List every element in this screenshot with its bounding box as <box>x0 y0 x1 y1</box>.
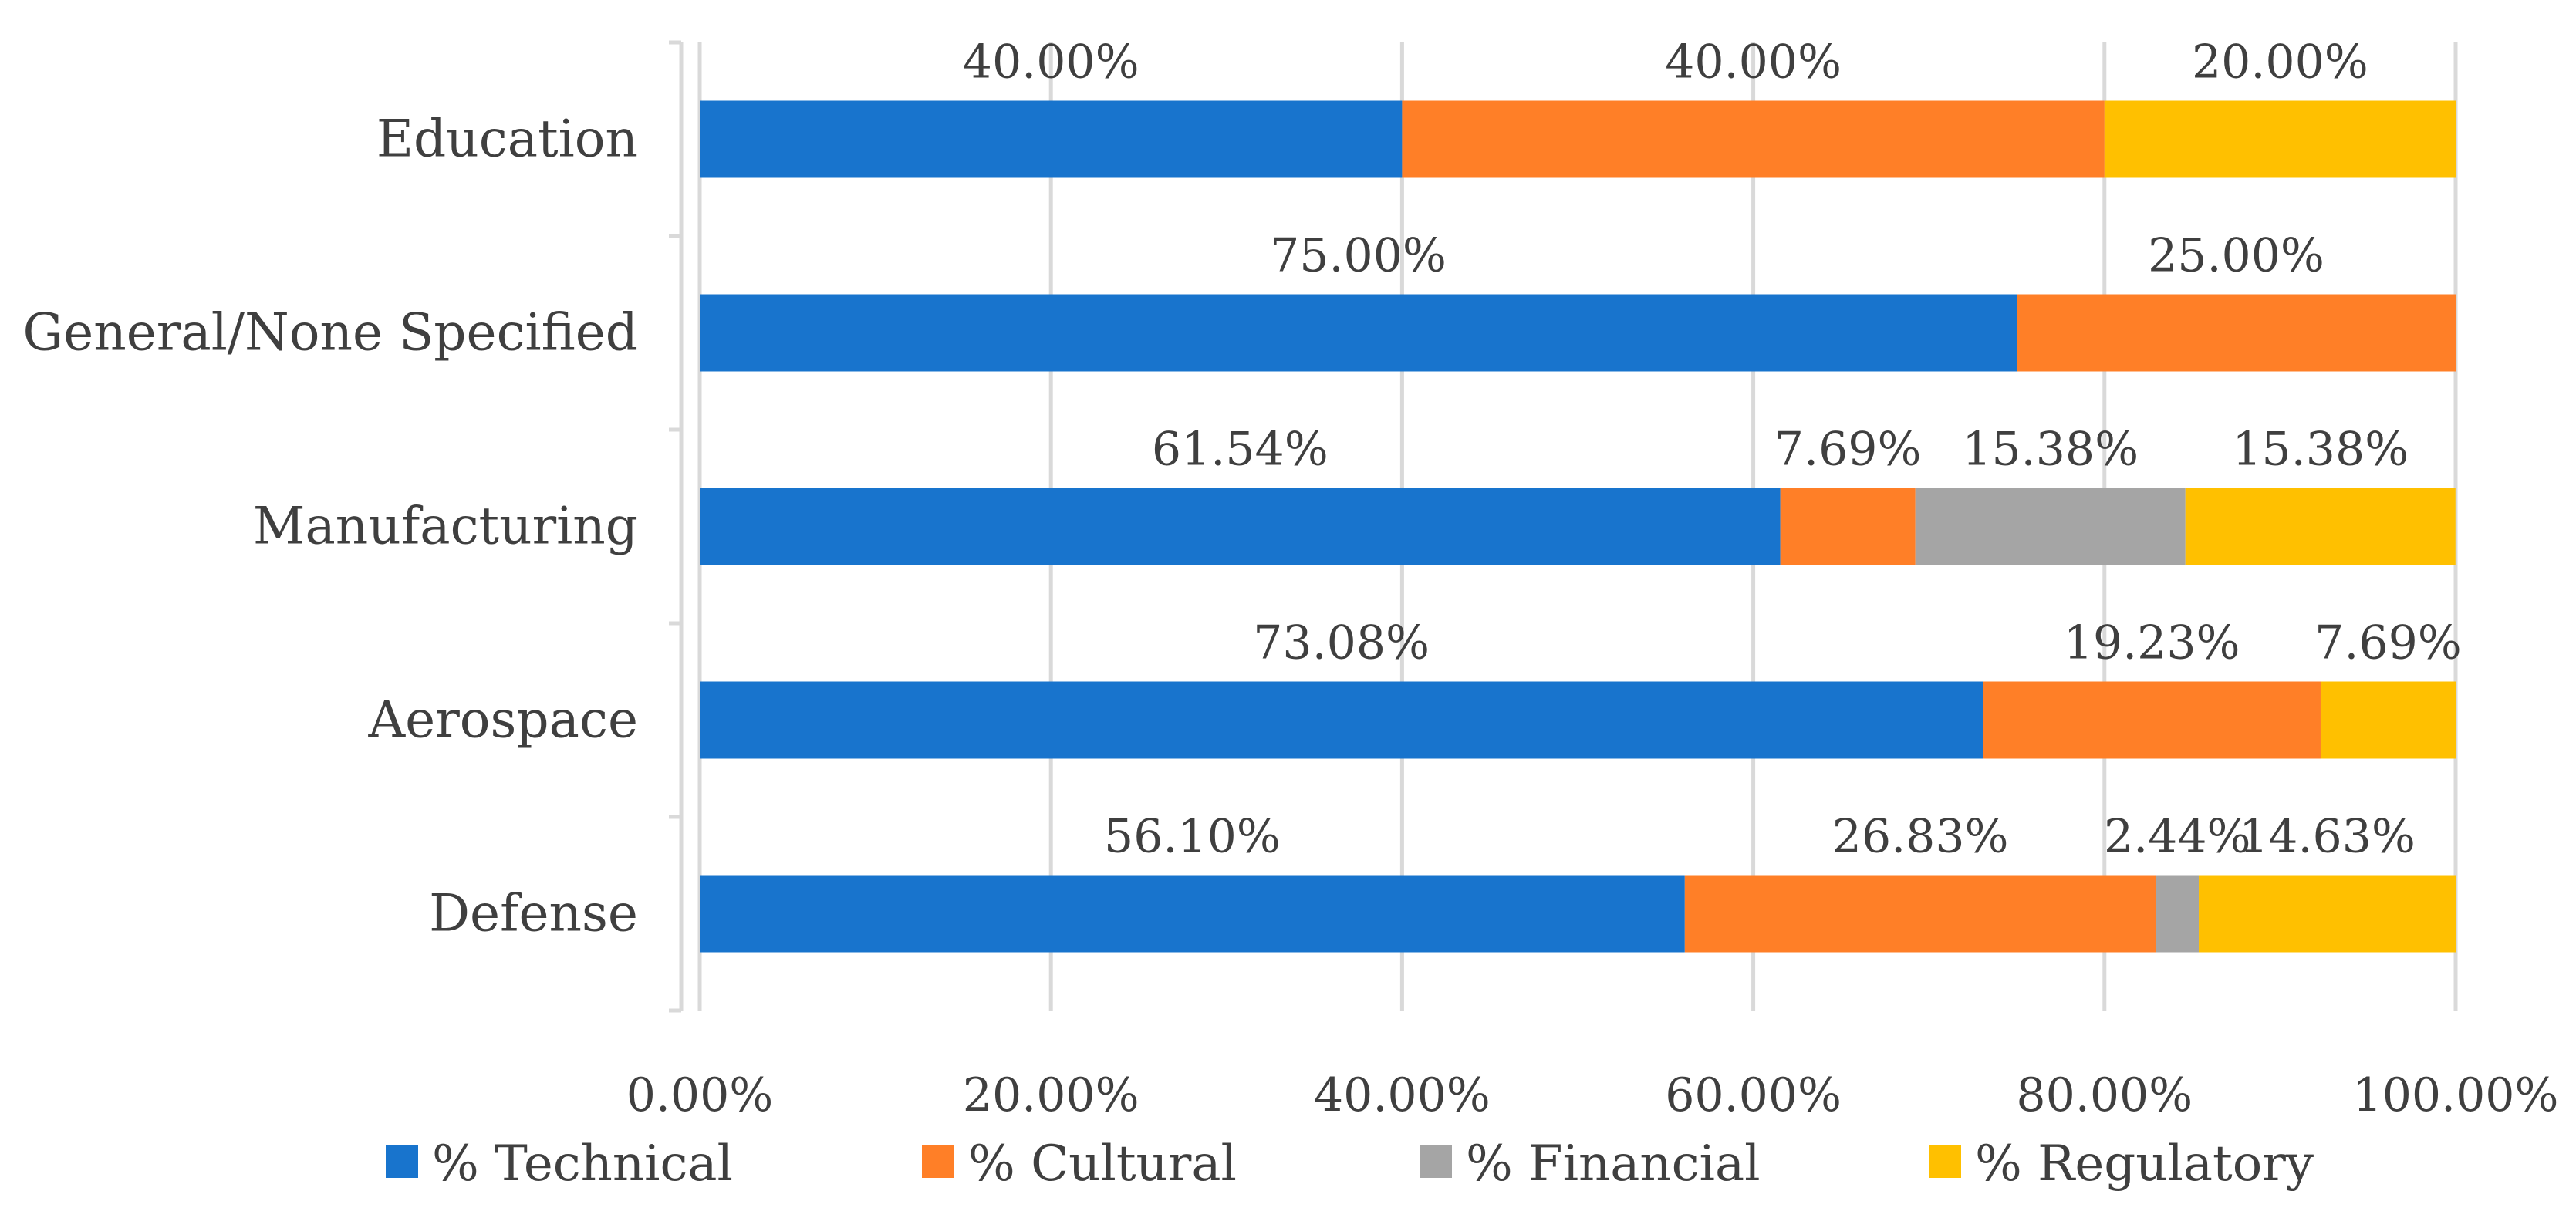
bars <box>700 100 2456 953</box>
data-label: 14.63% <box>2239 810 2416 864</box>
data-label: 40.00% <box>1665 35 1842 89</box>
legend-swatch <box>386 1145 418 1178</box>
legend: % Technical % Cultural % Financial % Regula… <box>386 1135 2314 1193</box>
bar-segment <box>1915 488 2186 565</box>
bar-segment <box>2104 100 2456 178</box>
legend-swatch <box>1420 1145 1452 1178</box>
bar-segment <box>700 875 1685 953</box>
data-label: 75.00% <box>1270 229 1447 283</box>
category-label: Manufacturing <box>253 497 638 556</box>
x-tick-label: 0.00% <box>626 1068 774 1122</box>
data-label: 61.54% <box>1152 423 1329 477</box>
bar-segment <box>1983 681 2321 759</box>
legend-label: % Regulatory <box>1975 1135 2314 1193</box>
data-label: 7.69% <box>2314 616 2462 670</box>
category-labels: Education General/None Specified Manufactu… <box>22 110 638 943</box>
category-label: Defense <box>429 884 638 943</box>
bar-segment <box>2320 681 2456 759</box>
x-tick-label: 60.00% <box>1665 1068 1842 1122</box>
data-label: 15.38% <box>1962 423 2139 477</box>
category-label: Aerospace <box>368 690 639 750</box>
x-tick-label: 80.00% <box>2016 1068 2193 1122</box>
x-tick-label: 100.00% <box>2353 1068 2559 1122</box>
x-tick-label: 20.00% <box>963 1068 1139 1122</box>
data-label: 15.38% <box>2232 423 2409 477</box>
x-tick-label: 40.00% <box>1314 1068 1491 1122</box>
category-axis <box>669 40 684 1013</box>
data-label: 19.23% <box>2064 616 2240 670</box>
legend-swatch <box>922 1145 954 1178</box>
legend-swatch <box>1929 1145 1961 1178</box>
bar-segment <box>2185 488 2456 565</box>
bar-segment <box>700 294 2017 372</box>
legend-label: % Technical <box>432 1135 733 1193</box>
bar-segment <box>2199 875 2456 953</box>
bar-segment <box>2017 294 2456 372</box>
bar-segment <box>700 100 1403 178</box>
data-label: 25.00% <box>2148 229 2324 283</box>
data-label: 2.44% <box>2104 810 2251 864</box>
data-label: 7.69% <box>1774 423 1922 477</box>
bar-segment <box>1780 488 1916 565</box>
data-label: 26.83% <box>1832 810 2009 864</box>
legend-label: % Cultural <box>968 1135 1237 1193</box>
bar-segment <box>1402 100 2105 178</box>
bar-segment <box>2156 875 2200 953</box>
legend-label: % Financial <box>1466 1135 1761 1193</box>
category-label: Education <box>376 110 638 169</box>
value-axis-ticks: 0.00% 20.00% 40.00% 60.00% 80.00% 100.00% <box>626 1068 2559 1122</box>
data-label: 40.00% <box>963 35 1139 89</box>
category-label: General/None Specified <box>22 303 638 363</box>
bar-segment <box>700 681 1983 759</box>
data-label: 73.08% <box>1253 616 1430 670</box>
data-label: 56.10% <box>1104 810 1281 864</box>
bar-segment <box>700 488 1781 565</box>
data-labels: 40.00% 40.00% 20.00% 75.00% 25.00% 61.54% 7.69… <box>963 35 2462 864</box>
data-label: 20.00% <box>2192 35 2368 89</box>
bar-segment <box>1684 875 2156 953</box>
